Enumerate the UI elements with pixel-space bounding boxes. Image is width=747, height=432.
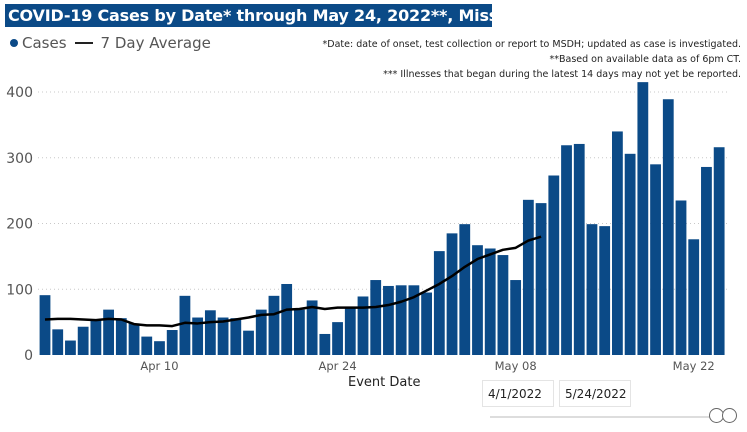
case-bar [395,285,407,355]
case-bar [243,330,254,355]
legend: Cases 7 Day Average [10,34,211,52]
case-bar [115,318,127,355]
case-bar [624,153,636,355]
case-bar [446,233,458,355]
note-illness: *** Illnesses that began during the late… [383,69,741,80]
cases-legend-marker [10,39,18,47]
case-bar [306,300,318,355]
case-bar [510,280,522,355]
case-bar [154,341,165,355]
case-bar [217,317,229,355]
x-tick-label: May 08 [495,359,537,373]
case-bar [586,224,598,355]
case-bar [713,147,725,355]
legend-cases: Cases [22,34,67,52]
chart-title: COVID-19 Cases by Date* through May 24, … [5,4,555,27]
case-bar [484,248,496,355]
case-bar [383,285,394,355]
y-tick-label: 0 [24,348,33,364]
y-tick-label: 300 [6,151,33,167]
case-bar [52,329,64,355]
case-bar [77,326,89,355]
case-bar [421,292,432,355]
case-bar [459,224,471,355]
case-bar [357,296,369,355]
case-bar [179,295,191,355]
case-bar [65,340,76,355]
case-bar [128,323,140,355]
case-bar [701,166,712,355]
end-date-input[interactable]: 5/24/2022 [559,380,631,407]
average-legend-marker [74,42,93,44]
case-bar [294,309,305,355]
note-date: *Date: date of onset, test collection or… [322,39,741,50]
legend-average: 7 Day Average [100,34,211,52]
case-bar [255,309,267,355]
start-date-input[interactable]: 4/1/2022 [482,380,554,407]
case-bar [230,318,242,355]
case-bar [408,285,420,355]
case-bar [281,283,293,355]
x-tick-label: May 22 [673,359,715,373]
case-bar [612,131,623,355]
x-tick-label: Apr 24 [318,359,356,373]
case-bar [370,280,382,355]
case-bar [166,330,178,355]
x-axis-label: Event Date [348,375,421,390]
y-tick-label: 100 [6,282,33,298]
y-tick-label: 400 [6,85,33,101]
case-bar [103,309,114,355]
case-bar [637,82,649,355]
footnotes: *Date: date of onset, test collection or… [323,37,741,82]
y-tick-label: 200 [6,217,33,233]
slider-end-handle[interactable] [722,408,737,423]
case-bar [344,307,356,355]
case-bar [561,145,572,355]
x-tick-label: Apr 10 [140,359,178,373]
case-bar [662,99,674,355]
case-bar [573,143,585,355]
case-bar [497,255,509,355]
case-bar [268,295,280,355]
seven-day-average-line [44,235,542,328]
case-bar [39,295,51,355]
date-range-slider[interactable] [490,416,710,418]
case-bar [204,310,216,355]
case-bar [319,333,331,355]
case-bar [141,336,153,355]
case-bar [192,317,204,355]
note-data: **Based on available data as of 6pm CT. [549,54,742,65]
case-bar [548,175,560,355]
case-bar [599,226,611,355]
case-bar [332,322,343,355]
case-bar [675,200,687,355]
case-bar [535,203,547,355]
case-bar [472,245,483,355]
case-bar [650,164,661,355]
case-bar [522,199,534,355]
case-bar [688,239,700,355]
case-bar [90,320,102,355]
case-bar [433,251,445,355]
